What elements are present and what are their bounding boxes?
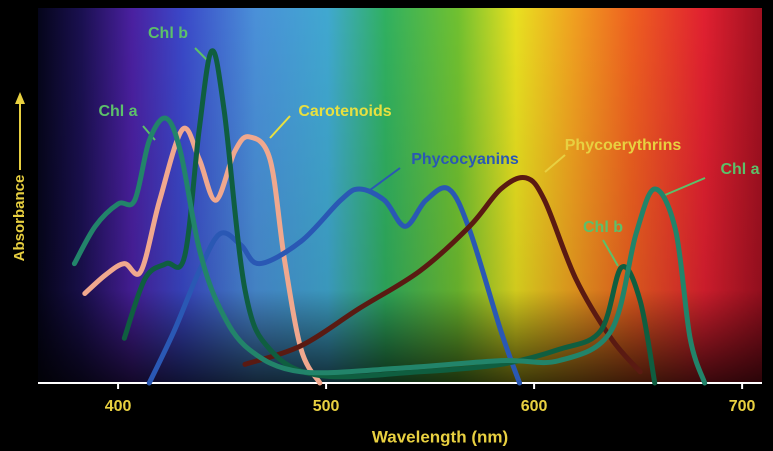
curve-label: Phycocyanins <box>411 151 519 168</box>
chart: Wavelength (nm) Absorbance 400 500 600 700 C… <box>0 0 773 451</box>
y-axis-arrowhead <box>15 92 25 104</box>
y-axis-label: Absorbance <box>11 175 28 262</box>
curve-label: Chl b <box>583 219 623 236</box>
x-tick-label: 500 <box>313 398 340 415</box>
spectrum-shade <box>38 8 762 384</box>
curve-label: Chl a <box>98 103 137 120</box>
x-axis-label: Wavelength (nm) <box>372 427 508 446</box>
curve-label: Chl a <box>720 161 759 178</box>
x-tick-label: 400 <box>105 398 132 415</box>
curve-label: Carotenoids <box>298 103 391 120</box>
x-tick-label: 700 <box>729 398 756 415</box>
curve-label: Chl b <box>148 25 188 42</box>
x-tick-label: 600 <box>521 398 548 415</box>
curve-label: Phycoerythrins <box>565 137 682 154</box>
